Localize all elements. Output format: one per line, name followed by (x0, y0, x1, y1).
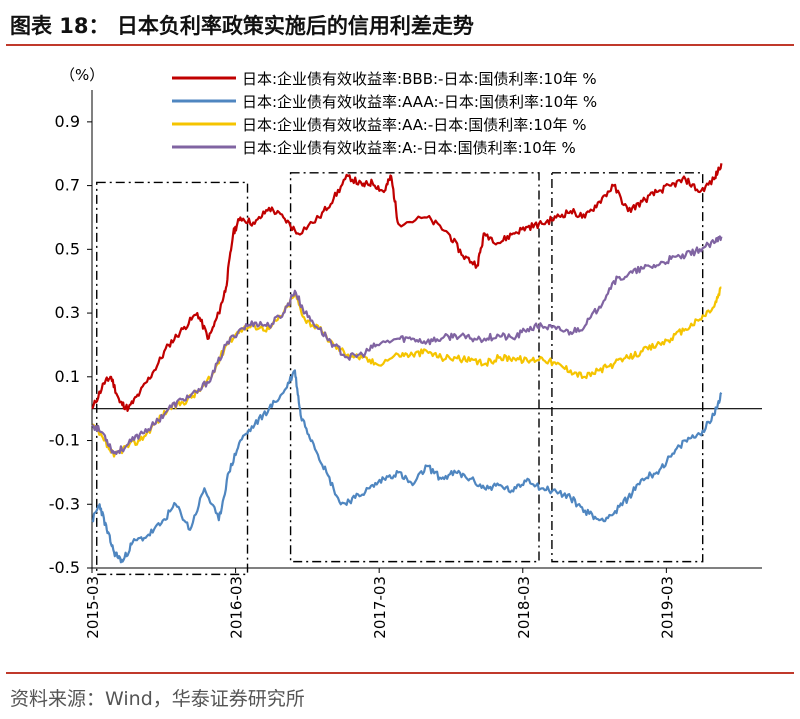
footer-rule (6, 672, 794, 674)
series-line-a (91, 235, 723, 455)
series-line-aaa (91, 369, 723, 564)
legend-label-aaa: 日本:企业债有效收益率:AAA:-日本:国债利率:10年 % (242, 93, 597, 111)
series-line-bbb (91, 163, 723, 412)
highlight-periods (96, 172, 704, 576)
x-tick-label: 2019-03 (658, 576, 676, 639)
source-note: 资料来源：Wind，华泰证券研究所 (10, 688, 305, 710)
x-tick-label: 2016-03 (228, 576, 246, 639)
highlight-period-box (551, 172, 704, 563)
y-tick-label: 0.9 (55, 112, 80, 131)
x-tick-label: 2015-03 (84, 576, 102, 639)
highlight-period-box (289, 172, 540, 563)
y-tick-label: 0.3 (55, 303, 80, 322)
series-line-aa (92, 286, 722, 458)
y-tick-label: -0.3 (49, 494, 80, 513)
legend-label-a: 日本:企业债有效收益率:A:-日本:国债利率:10年 % (242, 139, 576, 157)
legend-label-bbb: 日本:企业债有效收益率:BBB:-日本:国债利率:10年 % (242, 70, 597, 88)
x-tick-label: 2018-03 (515, 576, 533, 639)
title-rule (6, 44, 794, 46)
legend-label-aa: 日本:企业债有效收益率:AA:-日本:国债利率:10年 % (242, 116, 586, 134)
y-tick-label: 0.1 (55, 367, 80, 386)
y-axis-label: （%） (60, 66, 104, 84)
y-tick-label: 0.7 (55, 176, 80, 195)
legend: 日本:企业债有效收益率:BBB:-日本:国债利率:10年 % 日本:企业债有效收益… (172, 70, 597, 157)
y-tick-label: -0.5 (49, 558, 80, 577)
y-tick-label: 0.5 (55, 239, 80, 258)
header: 图表 18： 日本负利率政策实施后的信用利差走势 (6, 4, 794, 46)
highlight-period-box (96, 181, 249, 576)
chart-title: 图表 18： 日本负利率政策实施后的信用利差走势 (10, 14, 474, 38)
y-tick-label: -0.1 (49, 431, 80, 450)
x-tick-label: 2017-03 (371, 576, 389, 639)
chart-series (91, 163, 723, 564)
